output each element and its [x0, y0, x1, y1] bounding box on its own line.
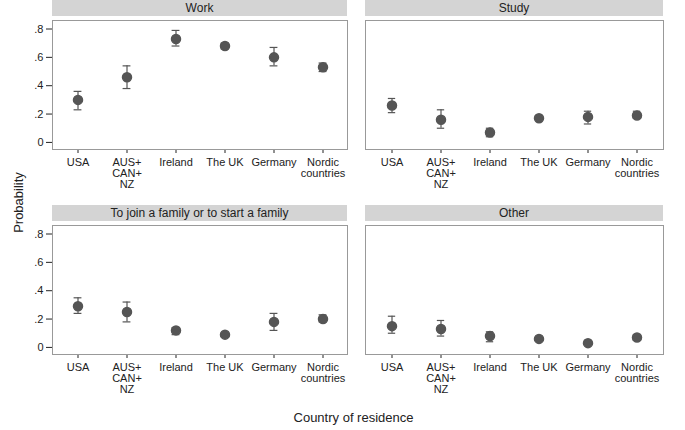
svg-text:Ireland: Ireland [159, 361, 193, 373]
svg-text:0: 0 [37, 341, 43, 353]
svg-text:.8: .8 [34, 228, 43, 240]
svg-text:AUS+CAN+NZ: AUS+CAN+NZ [426, 156, 456, 190]
html-text:Work: Work [185, 1, 214, 15]
html-text:Country of residence: Country of residence [293, 410, 414, 425]
svg-text:The UK: The UK [206, 156, 244, 168]
svg-text:.2: .2 [34, 313, 43, 325]
svg-text:Nordiccountries: Nordiccountries [615, 156, 660, 179]
svg-text:USA: USA [67, 361, 90, 373]
svg-text:USA: USA [381, 361, 404, 373]
svg-text:USA: USA [67, 156, 90, 168]
svg-text:0: 0 [37, 136, 43, 148]
svg-text:AUS+CAN+NZ: AUS+CAN+NZ [426, 361, 456, 395]
svg-text:.4: .4 [34, 284, 43, 296]
svg-text:Ireland: Ireland [473, 156, 507, 168]
svg-text:The UK: The UK [520, 156, 558, 168]
svg-text:The UK: The UK [520, 361, 558, 373]
svg-text:AUS+CAN+NZ: AUS+CAN+NZ [112, 156, 142, 190]
svg-text:Germany: Germany [251, 361, 297, 373]
svg-text:Germany: Germany [565, 156, 611, 168]
svg-text:Nordiccountries: Nordiccountries [301, 361, 346, 384]
svg-text:The UK: The UK [206, 361, 244, 373]
svg-text:AUS+CAN+NZ: AUS+CAN+NZ [112, 361, 142, 395]
html-text:Other: Other [499, 206, 529, 220]
svg-text:Ireland: Ireland [159, 156, 193, 168]
svg-text:.4: .4 [34, 79, 43, 91]
html-text:Probability: Probability [10, 172, 26, 233]
svg-text:Nordiccountries: Nordiccountries [615, 361, 660, 384]
html-text:Study: Study [498, 1, 530, 15]
html-text:To join a family or to start a: To join a family or to start a family [110, 206, 289, 220]
svg-text:.6: .6 [34, 51, 43, 63]
svg-text:Nordiccountries: Nordiccountries [301, 156, 346, 179]
svg-text:Germany: Germany [251, 156, 297, 168]
svg-text:Germany: Germany [565, 361, 611, 373]
svg-text:.8: .8 [34, 23, 43, 35]
svg-text:.6: .6 [34, 256, 43, 268]
svg-text:.2: .2 [34, 108, 43, 120]
svg-text:USA: USA [381, 156, 404, 168]
svg-text:Ireland: Ireland [473, 361, 507, 373]
